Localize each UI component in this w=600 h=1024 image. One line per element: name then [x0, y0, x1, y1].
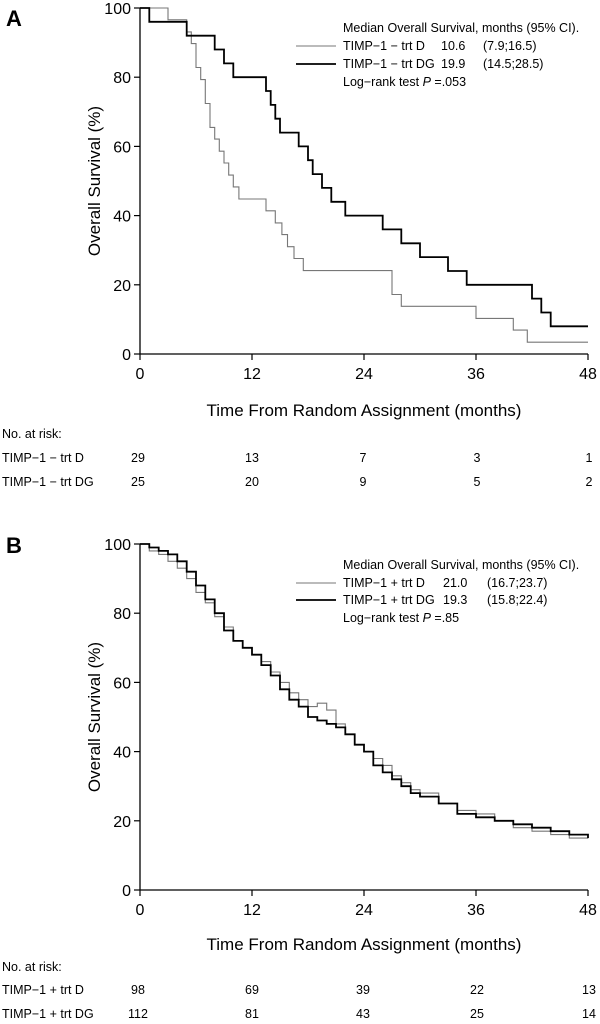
legend-entry-name: TIMP−1 + trt DG: [343, 593, 435, 607]
risk-row-label: TIMP−1 + trt D: [2, 983, 84, 997]
legend-entry-median: 21.0: [443, 576, 467, 590]
x-tick-label: 48: [579, 902, 597, 919]
survival-curve-trt-dg: [140, 7, 588, 328]
y-axis-title: Overall Survival (%): [85, 106, 104, 256]
risk-count: 25: [470, 1007, 484, 1021]
legend-entry-ci: (16.7;23.7): [487, 576, 547, 590]
legend-entry-median: 10.6: [441, 39, 465, 53]
legend-header: Median Overall Survival, months (95% CI)…: [343, 21, 579, 35]
x-tick-label: 36: [467, 902, 485, 919]
legend-entry-ci: (15.8;22.4): [487, 593, 547, 607]
risk-count: 9: [360, 475, 367, 489]
risk-count: 39: [356, 983, 370, 997]
x-tick-label: 0: [136, 902, 145, 919]
risk-row-label: TIMP−1 − trt D: [2, 451, 84, 465]
legend-header: Median Overall Survival, months (95% CI)…: [343, 558, 579, 572]
legend-entry-median: 19.9: [441, 57, 465, 71]
legend-entry-name: TIMP−1 + trt D: [343, 576, 425, 590]
legend-entry-name: TIMP−1 − trt DG: [343, 57, 435, 71]
risk-row-label: TIMP−1 − trt DG: [2, 475, 94, 489]
risk-count: 13: [582, 983, 596, 997]
risk-count: 7: [360, 451, 367, 465]
risk-count: 20: [245, 475, 259, 489]
risk-row-label: TIMP−1 + trt DG: [2, 1007, 94, 1021]
y-tick-label: 20: [113, 278, 131, 295]
x-tick-label: 0: [136, 366, 145, 383]
survival-curve-trt-dg: [140, 543, 589, 839]
risk-table-title: No. at risk:: [2, 427, 62, 441]
risk-count: 98: [131, 983, 145, 997]
risk-count: 81: [245, 1007, 259, 1021]
risk-count: 29: [131, 451, 145, 465]
y-tick-label: 40: [113, 745, 131, 762]
x-tick-label: 48: [579, 366, 597, 383]
risk-table-title: No. at risk:: [2, 960, 62, 974]
legend-entry-median: 19.3: [443, 593, 467, 607]
x-tick-label: 24: [355, 902, 373, 919]
risk-count: 2: [586, 475, 593, 489]
logrank-test: Log−rank test P =.85: [343, 611, 459, 625]
risk-count: 112: [128, 1007, 148, 1021]
x-tick-label: 36: [467, 366, 485, 383]
y-axis-title: Overall Survival (%): [85, 642, 104, 792]
risk-count: 25: [131, 475, 145, 489]
y-tick-label: 60: [113, 139, 131, 156]
legend-entry-name: TIMP−1 − trt D: [343, 39, 425, 53]
risk-count: 5: [474, 475, 481, 489]
x-tick-label: 12: [243, 366, 261, 383]
y-tick-label: 20: [113, 814, 131, 831]
y-tick-label: 80: [113, 70, 131, 87]
logrank-test: Log−rank test P =.053: [343, 75, 466, 89]
risk-count: 43: [356, 1007, 370, 1021]
y-tick-label: 100: [104, 1, 131, 18]
y-tick-label: 0: [122, 883, 131, 900]
risk-count: 14: [582, 1007, 596, 1021]
x-axis-title: Time From Random Assignment (months): [207, 401, 522, 420]
y-tick-label: 0: [122, 347, 131, 364]
risk-count: 13: [245, 451, 259, 465]
x-tick-label: 12: [243, 902, 261, 919]
x-tick-label: 24: [355, 366, 373, 383]
x-axis-title: Time From Random Assignment (months): [207, 935, 522, 954]
risk-count: 3: [474, 451, 481, 465]
risk-count: 22: [470, 983, 484, 997]
y-tick-label: 40: [113, 209, 131, 226]
survival-curve-trt-d: [140, 7, 588, 343]
y-tick-label: 80: [113, 606, 131, 623]
risk-count: 69: [245, 983, 259, 997]
legend-entry-ci: (14.5;28.5): [483, 57, 543, 71]
panel-label: A: [6, 6, 22, 31]
y-tick-label: 100: [104, 537, 131, 554]
y-tick-label: 60: [113, 675, 131, 692]
panel-label: B: [6, 533, 22, 558]
legend-entry-ci: (7.9;16.5): [483, 39, 537, 53]
risk-count: 1: [586, 451, 593, 465]
survival-curve-trt-d: [140, 543, 588, 839]
